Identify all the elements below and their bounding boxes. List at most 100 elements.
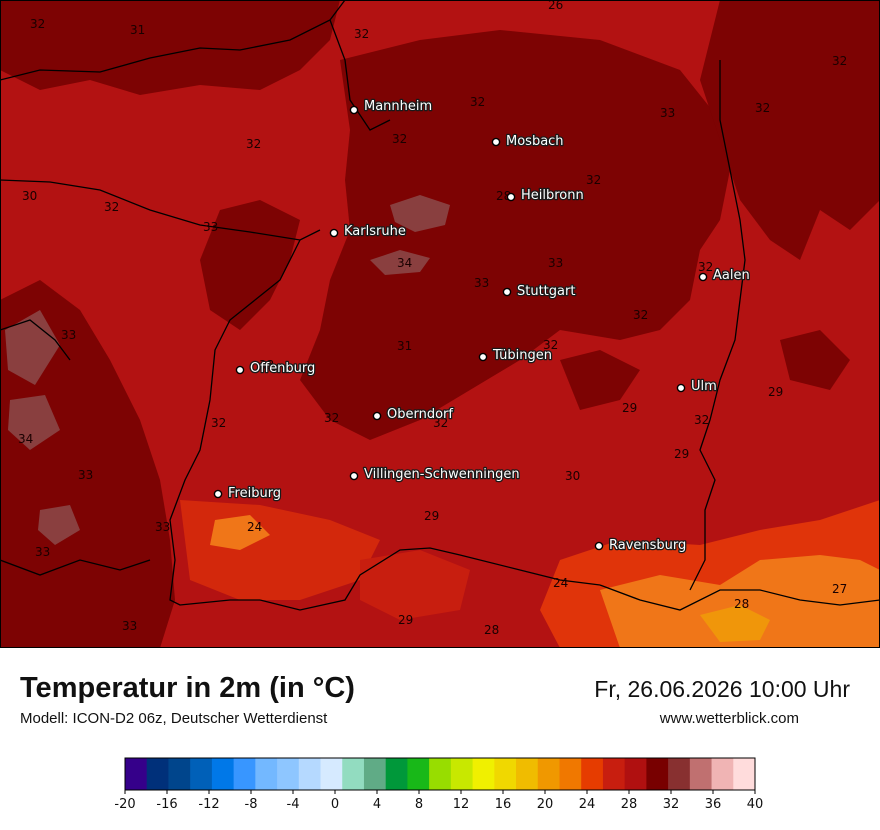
city-dot	[349, 471, 359, 481]
isotherm-label: 32	[470, 95, 485, 109]
isotherm-label: 32	[543, 338, 558, 352]
city-label: Heilbronn	[521, 188, 584, 203]
isotherm-label: 32	[392, 132, 407, 146]
city-label: Ulm	[691, 379, 717, 394]
isotherm-label: 32	[698, 260, 713, 274]
isotherm-label: 28	[496, 189, 511, 203]
isotherm-label: 33	[474, 276, 489, 290]
borders	[0, 0, 880, 611]
isotherm-label: 31	[397, 339, 412, 353]
city-dot	[594, 541, 604, 551]
model-info: Modell: ICON-D2 06z, Deutscher Wetterdie…	[20, 710, 328, 727]
legend-swatch	[689, 758, 713, 790]
city-karlsruhe[interactable]: Karlsruhe	[329, 223, 407, 240]
isotherm-label: 26	[548, 0, 563, 12]
city-label: Villingen-Schwenningen	[364, 467, 520, 482]
city-offenburg[interactable]: Offenburg	[235, 360, 317, 377]
city-dot	[698, 272, 708, 282]
isotherm-label: 33	[660, 106, 675, 120]
isotherm-label: 32	[324, 411, 339, 425]
isotherm-label: 32	[211, 416, 226, 430]
isotherm-label: 31	[130, 23, 145, 37]
legend-swatch	[559, 758, 582, 790]
website-link[interactable]: www.wetterblick.com	[659, 710, 799, 727]
city-dot	[506, 192, 516, 202]
legend-swatch	[537, 758, 560, 790]
legend-ticks: -20 -16 -12 -8 -4 0 4 8 12 16 20 24 28 32 36 40	[114, 790, 763, 812]
warm-regions	[180, 500, 880, 648]
legend-swatch	[407, 758, 430, 790]
city-dot	[213, 489, 223, 499]
legend-swatch	[342, 758, 365, 790]
city-label: Mosbach	[506, 134, 564, 149]
city-label: Freiburg	[228, 486, 281, 501]
legend-swatch	[646, 758, 669, 790]
legend-tick-label: 4	[373, 797, 381, 812]
city-aalen[interactable]: Aalen	[698, 267, 751, 284]
legend-tick-label: -4	[287, 797, 300, 812]
city-ulm[interactable]: Ulm	[676, 378, 718, 395]
isotherm-label: 33	[203, 220, 218, 234]
city-heilbronn[interactable]: Heilbronn	[506, 187, 585, 204]
city-villingen-schwenningen[interactable]: Villingen-Schwenningen	[349, 466, 521, 483]
city-label: Tübingen	[492, 348, 552, 363]
legend-swatch	[602, 758, 626, 790]
isotherm-label: 34	[397, 256, 412, 270]
legend-swatch	[125, 758, 148, 790]
legend-swatch	[429, 758, 452, 790]
legend-swatch	[450, 758, 474, 790]
legend-swatch	[320, 758, 343, 790]
city-label: Mannheim	[364, 99, 432, 114]
isotherm-label: 24	[247, 520, 262, 534]
isotherm-labels: 26 32 31 32 32 32 33 32 32 32 32 30 32 3…	[18, 0, 847, 637]
isotherm-label: 29	[674, 447, 689, 461]
legend-tick-label: 32	[663, 797, 680, 812]
city-mosbach[interactable]: Mosbach	[491, 133, 565, 150]
legend-tick-label: -8	[245, 797, 258, 812]
city-label: Karlsruhe	[344, 224, 406, 239]
city-label: Offenburg	[250, 361, 315, 376]
legend-tick-label: 16	[495, 797, 512, 812]
city-dot	[502, 287, 512, 297]
isotherm-label: 28	[484, 623, 499, 637]
isotherm-label: 32	[30, 17, 45, 31]
isotherm-label: 29	[424, 509, 439, 523]
isotherm-label: 32	[354, 27, 369, 41]
peak-regions	[5, 195, 450, 545]
legend-tick-label: -20	[114, 797, 135, 812]
isotherm-label: 30	[565, 469, 580, 483]
isotherm-label: 28	[734, 597, 749, 611]
city-mannheim[interactable]: Mannheim	[349, 98, 433, 115]
isotherm-label: 32	[104, 200, 119, 214]
forecast-datetime: Fr, 26.06.2026 10:00 Uhr	[594, 676, 850, 702]
isotherm-label: 33	[61, 328, 76, 342]
legend-tick-label: 36	[705, 797, 722, 812]
isotherm-label: 33	[155, 520, 170, 534]
city-freiburg[interactable]: Freiburg	[213, 485, 282, 502]
legend-tick-label: 8	[415, 797, 423, 812]
city-tuebingen[interactable]: Tübingen	[478, 347, 553, 364]
city-stuttgart[interactable]: Stuttgart	[502, 283, 577, 300]
legend-tick-label: 24	[579, 797, 596, 812]
isotherm-label: 32	[633, 308, 648, 322]
city-ravensburg[interactable]: Ravensburg	[594, 537, 688, 554]
legend-frame	[124, 757, 756, 791]
isotherm-label: 32	[586, 173, 601, 187]
city-dot	[372, 411, 382, 421]
isotherm-label: 33	[78, 468, 93, 482]
legend-swatch	[255, 758, 278, 790]
legend-swatch	[363, 758, 387, 790]
legend-tick-label: 28	[621, 797, 638, 812]
legend-tick-label: -12	[198, 797, 219, 812]
isotherm-label: 24	[553, 576, 568, 590]
isotherm-label: 33	[548, 256, 563, 270]
legend-swatch	[733, 758, 756, 790]
legend-tick-label: -16	[156, 797, 177, 812]
city-oberndorf[interactable]: Oberndorf	[372, 406, 455, 423]
isotherm-label: 32	[832, 54, 847, 68]
isotherm-label: 29	[768, 385, 783, 399]
map-title: Temperatur in 2m (in °C)	[20, 672, 355, 704]
city-dot	[235, 365, 245, 375]
isotherm-label: 29	[622, 401, 637, 415]
legend-swatch	[472, 758, 495, 790]
